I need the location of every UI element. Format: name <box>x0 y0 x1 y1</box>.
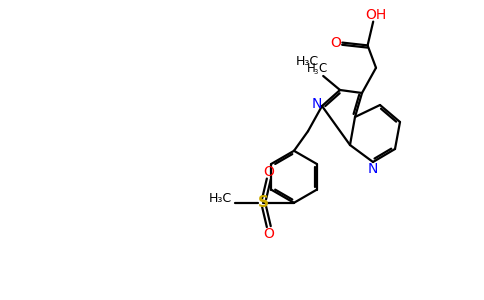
Text: OH: OH <box>365 8 387 22</box>
Text: $_3$: $_3$ <box>313 67 319 77</box>
Text: H: H <box>307 62 316 76</box>
Text: H₃C: H₃C <box>296 55 319 68</box>
Text: N: N <box>312 97 322 111</box>
Text: S: S <box>257 195 269 210</box>
Text: O: O <box>330 36 341 50</box>
Text: O: O <box>263 165 274 179</box>
Text: O: O <box>263 226 274 241</box>
Text: C: C <box>318 62 326 76</box>
Text: H₃C: H₃C <box>209 192 232 205</box>
Text: N: N <box>368 162 378 176</box>
